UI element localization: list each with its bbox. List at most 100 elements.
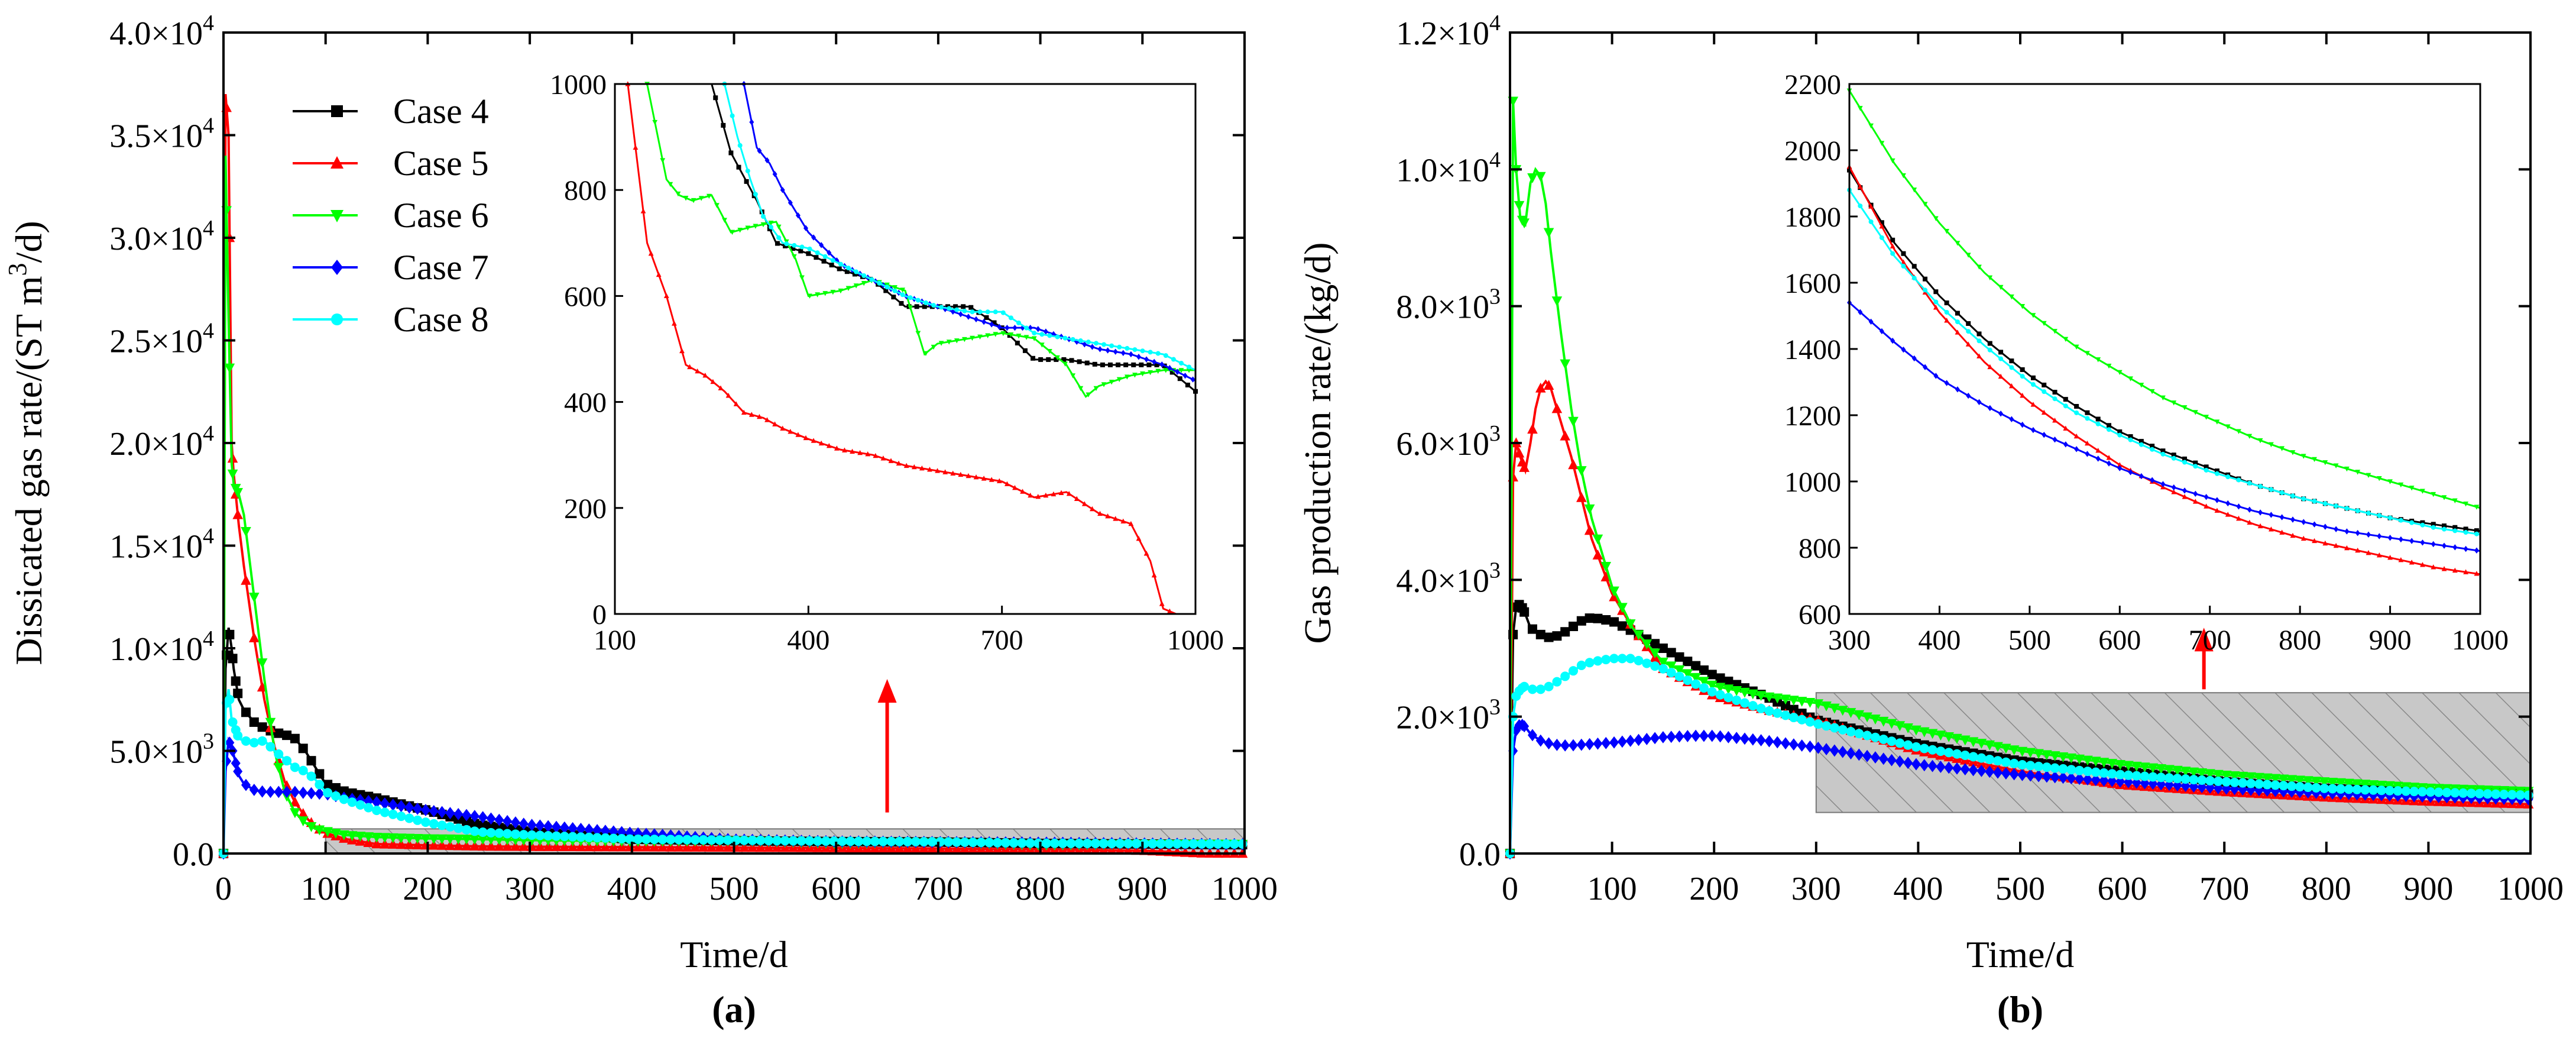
panel-a: 0 100 200 300 400 500 600 700 800 900 10000.05.0×1… bbox=[3, 11, 1278, 1030]
y-tick-label: 3.5×104 bbox=[109, 114, 214, 155]
inset-series-marker bbox=[984, 315, 989, 320]
series-marker bbox=[1854, 710, 1865, 720]
inset-series-marker bbox=[656, 271, 662, 277]
series-marker bbox=[396, 812, 406, 822]
inset-y-tick-label: 400 bbox=[564, 387, 607, 419]
inset-series-marker bbox=[2225, 424, 2231, 429]
inset-series-marker bbox=[2312, 499, 2317, 504]
inset-series-marker bbox=[2182, 405, 2188, 410]
series-marker bbox=[1699, 665, 1709, 675]
legend-marker bbox=[330, 156, 344, 169]
series-marker bbox=[1764, 706, 1774, 716]
inset-series-marker bbox=[776, 235, 782, 240]
series-marker bbox=[1205, 839, 1215, 849]
series-marker bbox=[837, 836, 847, 846]
series-marker bbox=[503, 814, 513, 827]
inset-series-marker bbox=[721, 122, 726, 128]
inset-series-marker bbox=[1879, 224, 1885, 229]
series-marker bbox=[1952, 733, 1962, 744]
series-marker bbox=[1895, 755, 1905, 768]
inset-series-marker bbox=[2463, 530, 2468, 535]
y-tick-exponent: 3 bbox=[1489, 421, 1501, 446]
inset-series-marker bbox=[2030, 382, 2036, 387]
series-marker bbox=[436, 840, 448, 850]
inset-series-marker bbox=[1078, 338, 1083, 344]
y-axis-label: Dissicated gas rate/(ST m3/d) bbox=[3, 221, 50, 665]
inset-series-marker bbox=[2171, 452, 2176, 458]
inset-series-marker bbox=[911, 464, 917, 470]
inset-series-marker bbox=[2247, 434, 2253, 439]
inset-series-marker bbox=[1062, 361, 1068, 367]
inset-series-marker bbox=[671, 321, 677, 326]
inset-series-marker bbox=[745, 225, 751, 231]
series-marker bbox=[2049, 751, 2060, 761]
inset-series-marker bbox=[2106, 455, 2112, 460]
inset-series-marker bbox=[2376, 476, 2382, 481]
inset-series-marker bbox=[1998, 350, 2004, 355]
series-marker bbox=[249, 593, 260, 603]
inset-series-marker bbox=[888, 458, 894, 463]
x-tick-label: 100 bbox=[1587, 871, 1637, 907]
inset-series-marker bbox=[769, 224, 774, 229]
legend-marker bbox=[331, 260, 343, 275]
series-marker bbox=[388, 798, 398, 812]
inset-series-marker bbox=[1890, 237, 1895, 243]
series-marker bbox=[1609, 617, 1619, 627]
inset-series-marker bbox=[991, 320, 997, 325]
inset-series-marker bbox=[1987, 275, 1993, 281]
inset-series-marker bbox=[923, 300, 928, 305]
series-marker bbox=[1870, 732, 1880, 742]
series-marker bbox=[1641, 639, 1652, 649]
series-marker bbox=[233, 688, 243, 699]
inset-series-marker bbox=[795, 212, 801, 219]
inset-series-marker bbox=[822, 254, 828, 259]
inset-series-marker bbox=[1868, 123, 1874, 129]
inset-series-marker bbox=[815, 292, 821, 298]
series-marker bbox=[2189, 775, 2199, 785]
series-marker bbox=[388, 809, 398, 819]
inset-series-marker bbox=[973, 474, 979, 480]
inset-series-marker bbox=[2204, 464, 2209, 470]
series-marker bbox=[396, 800, 406, 813]
inset-series-marker bbox=[970, 309, 975, 315]
series-marker bbox=[404, 833, 415, 844]
inset-series-marker bbox=[1182, 372, 1188, 379]
inset-series-marker bbox=[2431, 492, 2436, 497]
inset-series-marker bbox=[1051, 491, 1057, 497]
x-tick-label: 200 bbox=[403, 871, 452, 907]
inset-series-marker bbox=[1109, 379, 1114, 385]
series-marker bbox=[2196, 768, 2208, 778]
inset-series-marker bbox=[1998, 285, 2004, 290]
y-tick-exponent: 4 bbox=[203, 216, 214, 241]
inset-series-marker bbox=[2008, 294, 2014, 300]
y-tick-exponent: 3 bbox=[1489, 695, 1501, 720]
series-marker bbox=[1552, 677, 1562, 687]
series-marker bbox=[2082, 767, 2092, 777]
series-marker bbox=[551, 841, 562, 851]
y-tick-mantissa: 8.0×10 bbox=[1396, 289, 1489, 326]
inset-series-marker bbox=[2214, 468, 2219, 474]
inset-y-tick-label: 0 bbox=[592, 599, 607, 631]
inset-series-marker bbox=[2204, 503, 2209, 509]
series-marker bbox=[1715, 690, 1725, 700]
series-marker bbox=[1781, 710, 1791, 720]
inset-series-marker bbox=[2074, 403, 2079, 409]
inset-series-marker bbox=[1144, 356, 1149, 363]
series-marker bbox=[241, 778, 251, 791]
inset-series-marker bbox=[1039, 332, 1045, 337]
inset-y-tick-label: 600 bbox=[564, 281, 607, 312]
series-marker bbox=[1797, 739, 1807, 752]
series-marker bbox=[2213, 776, 2223, 786]
inset-series-marker bbox=[2442, 523, 2447, 529]
series-marker bbox=[420, 834, 431, 845]
series-marker bbox=[1985, 754, 1995, 764]
inset-series-marker bbox=[1047, 333, 1052, 338]
series-marker bbox=[1683, 675, 1693, 686]
series-marker bbox=[346, 831, 358, 842]
panel-label: (a) bbox=[712, 988, 756, 1030]
x-tick-label: 500 bbox=[709, 871, 759, 907]
series-marker bbox=[1560, 359, 1571, 370]
series-marker bbox=[1600, 562, 1612, 572]
inset-series-marker bbox=[1857, 183, 1863, 189]
series-marker bbox=[510, 840, 521, 851]
